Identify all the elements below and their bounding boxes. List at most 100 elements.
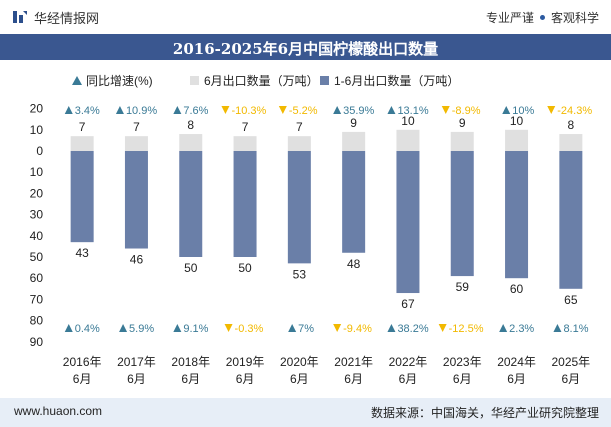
slogan: 专业严谨 客观科学 — [486, 9, 599, 26]
x-tick-label: 2018年 — [171, 355, 210, 369]
growth-cumulative-label: -9.4% — [343, 323, 372, 335]
growth-cumulative-up-arrow-icon — [553, 324, 562, 332]
data-label-monthly: 10 — [510, 114, 524, 128]
bar-cumulative — [505, 151, 529, 279]
legend-square-icon — [320, 76, 329, 85]
bar-cumulative — [233, 151, 257, 257]
growth-monthly-up-arrow-icon — [115, 106, 124, 114]
growth-cumulative-down-arrow-icon — [333, 324, 342, 332]
bar-monthly — [396, 129, 420, 151]
slogan-right: 客观科学 — [550, 11, 599, 25]
bar-cumulative — [287, 151, 311, 264]
growth-monthly-label: 3.4% — [75, 105, 100, 117]
growth-monthly-up-arrow-icon — [333, 106, 342, 114]
growth-cumulative-up-arrow-icon — [499, 324, 508, 332]
growth-monthly-label: -24.3% — [557, 105, 592, 117]
data-label-cumulative: 53 — [293, 267, 307, 281]
bar-monthly — [505, 129, 529, 151]
x-tick-label: 6月 — [344, 372, 363, 386]
legend-label: 1-6月出口数量（万吨） — [334, 73, 459, 88]
y-tick-label: 50 — [30, 250, 44, 264]
x-tick-label: 6月 — [507, 372, 526, 386]
growth-cumulative-up-arrow-icon — [173, 324, 182, 332]
x-tick-label: 6月 — [73, 372, 92, 386]
data-label-monthly: 10 — [401, 114, 415, 128]
y-tick-label: 20 — [30, 102, 44, 116]
data-label-cumulative: 67 — [401, 297, 415, 311]
growth-monthly-label: 35.9% — [343, 105, 374, 117]
legend-square-icon — [190, 76, 199, 85]
title-bar: 2016-2025年6月中国柠檬酸出口数量 — [0, 34, 611, 60]
growth-cumulative-label: 2.3% — [509, 323, 534, 335]
data-label-cumulative: 50 — [238, 261, 252, 275]
growth-monthly-up-arrow-icon — [502, 106, 511, 114]
growth-cumulative-label: 0.4% — [75, 323, 100, 335]
x-tick-label: 2020年 — [280, 355, 319, 369]
footer: www.huaon.com 数据来源：中国海关，华经产业研究院整理 — [0, 398, 611, 427]
bar-cumulative — [342, 151, 366, 253]
y-tick-label: 40 — [30, 229, 44, 243]
legend-label: 同比增速(%) — [86, 74, 153, 88]
bar-cumulative — [124, 151, 148, 249]
brand-logo-icon — [13, 11, 27, 23]
x-tick-label: 6月 — [236, 372, 255, 386]
x-tick-label: 6月 — [290, 372, 309, 386]
growth-monthly-down-arrow-icon — [278, 106, 287, 114]
data-label-monthly: 9 — [350, 116, 357, 130]
growth-monthly-label: -5.2% — [289, 105, 318, 117]
x-tick-label: 6月 — [127, 372, 146, 386]
growth-cumulative-label: -12.5% — [449, 323, 484, 335]
growth-cumulative-up-arrow-icon — [387, 324, 396, 332]
growth-monthly-label: 13.1% — [397, 105, 428, 117]
bar-monthly — [124, 136, 148, 151]
bar-monthly — [233, 136, 257, 151]
data-label-cumulative: 65 — [564, 293, 578, 307]
data-label-monthly: 9 — [459, 116, 466, 130]
x-tick-label: 2024年 — [497, 355, 536, 369]
brand-name: 华经情报网 — [34, 10, 100, 26]
brand: 华经情报网 — [12, 8, 99, 26]
y-tick-label: 10 — [30, 165, 44, 179]
bar-monthly — [179, 134, 203, 151]
x-tick-label: 6月 — [562, 372, 581, 386]
y-tick-label: 80 — [30, 314, 44, 328]
bar-monthly — [559, 134, 583, 151]
bar-monthly — [70, 136, 94, 151]
bar-cumulative — [179, 151, 203, 257]
data-label-monthly: 8 — [187, 118, 194, 132]
data-label-monthly: 7 — [79, 120, 86, 134]
data-label-cumulative: 43 — [75, 246, 89, 260]
y-tick-label: 90 — [30, 335, 44, 349]
growth-monthly-label: -8.9% — [452, 105, 481, 117]
growth-cumulative-label: 38.2% — [397, 323, 428, 335]
growth-cumulative-label: 7% — [298, 323, 314, 335]
x-tick-label: 2019年 — [226, 355, 265, 369]
data-label-cumulative: 48 — [347, 257, 361, 271]
top-bar: 华经情报网 专业严谨 客观科学 — [0, 0, 611, 34]
growth-monthly-label: 7.6% — [183, 105, 208, 117]
x-tick-label: 6月 — [181, 372, 200, 386]
footer-url[interactable]: www.huaon.com — [14, 404, 103, 418]
bar-cumulative — [450, 151, 474, 277]
x-tick-label: 2023年 — [443, 355, 482, 369]
data-label-monthly: 8 — [568, 118, 575, 132]
growth-monthly-up-arrow-icon — [173, 106, 182, 114]
x-tick-label: 6月 — [399, 372, 418, 386]
growth-monthly-up-arrow-icon — [387, 106, 396, 114]
bar-monthly — [450, 131, 474, 151]
bar-monthly — [287, 136, 311, 151]
data-label-cumulative: 60 — [510, 282, 524, 296]
bar-cumulative — [559, 151, 583, 289]
data-label-monthly: 7 — [242, 120, 249, 134]
growth-cumulative-up-arrow-icon — [119, 324, 128, 332]
chart: 同比增速(%) 6月出口数量（万吨） 1-6月出口数量（万吨） 20 10 0 10 20 30… — [30, 73, 593, 386]
growth-monthly-label: 10.9% — [126, 105, 157, 117]
growth-cumulative-up-arrow-icon — [288, 324, 297, 332]
x-tick-label: 2022年 — [389, 355, 428, 369]
growth-cumulative-up-arrow-icon — [64, 324, 73, 332]
legend-label: 6月出口数量（万吨） — [204, 73, 319, 88]
data-label-monthly: 7 — [133, 120, 140, 134]
data-label-cumulative: 46 — [130, 253, 144, 267]
growth-monthly-down-arrow-icon — [547, 106, 556, 114]
y-tick-label: 0 — [36, 144, 43, 158]
